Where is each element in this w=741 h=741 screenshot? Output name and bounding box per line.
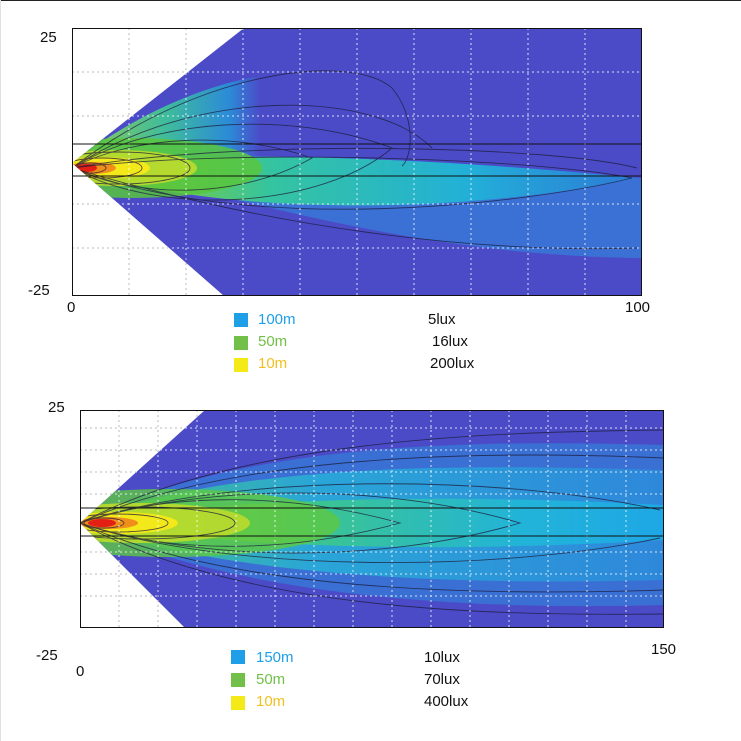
chart2-xtick-end: 150 [651, 641, 677, 658]
chart2-legend-150m-swatch [231, 650, 245, 664]
chart2-legend-150m-lux: 10lux [424, 649, 460, 666]
chart1-legend-10m-swatch [234, 358, 248, 372]
chart2-legend-50m-swatch [231, 673, 245, 687]
chart1-legend-50m-label: 50m [258, 333, 288, 350]
chart2-legend-50m-label: 50m [256, 671, 286, 688]
chart2-legend-150m-label: 150m [256, 649, 294, 666]
chart2-light-distribution-plot [80, 410, 664, 628]
top-border-line [0, 0, 741, 1]
chart1-legend-10m-label: 10m [258, 355, 288, 372]
chart2-xtick-start: 0 [76, 663, 85, 680]
chart1-light-distribution-plot [72, 28, 642, 296]
chart1-legend-50m-lux: 16lux [432, 333, 468, 350]
left-border-line [0, 0, 1, 741]
chart1-ytick-top: 25 [40, 29, 57, 46]
chart1-xtick-end: 100 [625, 299, 651, 316]
chart1-ytick-bottom: -25 [28, 282, 50, 299]
chart1-legend-100m-label: 100m [258, 311, 296, 328]
chart2-legend-50m-lux: 70lux [424, 671, 460, 688]
chart1-legend-10m-lux: 200lux [430, 355, 475, 372]
chart1-xtick-start: 0 [67, 299, 76, 316]
chart2-ytick-bottom: -25 [36, 647, 58, 664]
chart1-legend-100m-swatch [234, 313, 248, 327]
chart1-legend-100m-lux: 5lux [428, 311, 456, 328]
chart2-legend-10m-label: 10m [256, 693, 286, 710]
chart2-ytick-top: 25 [48, 399, 65, 416]
chart2-legend-10m-swatch [231, 696, 245, 710]
chart2-legend-10m-lux: 400lux [424, 693, 469, 710]
chart1-legend-50m-swatch [234, 336, 248, 350]
